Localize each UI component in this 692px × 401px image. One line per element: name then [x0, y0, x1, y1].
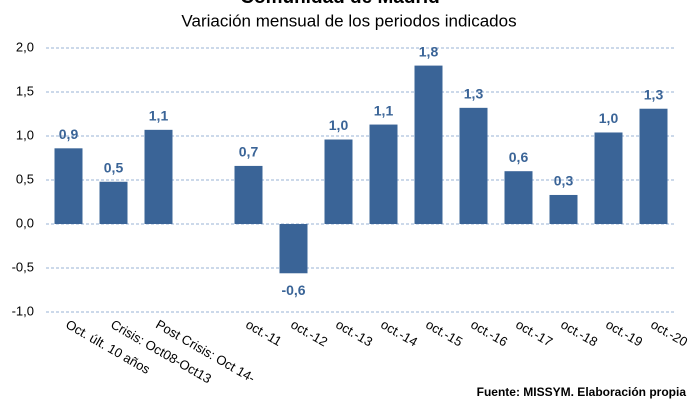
- bar: [234, 165, 263, 224]
- bar: [99, 181, 128, 224]
- bar: [54, 148, 83, 224]
- y-tick-label: 0,0: [16, 215, 34, 230]
- value-label: 0,5: [104, 159, 124, 175]
- value-label: 0,3: [554, 173, 574, 189]
- y-tick-label: 0,5: [16, 171, 34, 186]
- value-label: 1,0: [599, 110, 619, 126]
- value-label: 1,3: [644, 86, 664, 102]
- value-label: 1,8: [419, 43, 439, 59]
- bar: [279, 224, 308, 274]
- bar: [549, 194, 578, 224]
- x-tick-label: oct.-18: [558, 317, 600, 350]
- chart-subtitle: Variación mensual de los periodos indica…: [181, 11, 516, 30]
- y-tick-label: 1,5: [16, 83, 34, 98]
- x-tick-label: oct.-20: [648, 317, 690, 350]
- value-label: 0,9: [59, 126, 79, 142]
- bar: [414, 65, 443, 224]
- x-tick-label: oct.-17: [513, 317, 555, 350]
- x-tick-label: oct.-13: [333, 317, 375, 350]
- value-label: 0,7: [239, 144, 259, 160]
- x-tick-label: oct.-19: [603, 317, 645, 350]
- value-label: 1,3: [464, 86, 484, 102]
- value-label: 1,0: [329, 117, 349, 133]
- value-label: 1,1: [149, 108, 169, 124]
- y-tick-label: -1,0: [12, 303, 34, 318]
- bar: [144, 129, 173, 224]
- bar: [639, 108, 668, 224]
- x-tick-label: oct.-15: [423, 317, 465, 350]
- x-tick-label: oct.-14: [378, 317, 420, 350]
- bar: [324, 139, 353, 224]
- x-tick-label: oct.-11: [243, 317, 284, 349]
- bar: [459, 107, 488, 224]
- bar: [594, 132, 623, 224]
- source-note: Fuente: MISSYM. Elaboración propia: [477, 385, 687, 399]
- y-tick-label: 2,0: [16, 39, 34, 54]
- y-tick-label: -0,5: [12, 259, 34, 274]
- value-label: 0,6: [509, 149, 529, 165]
- value-label: -0,6: [281, 282, 305, 298]
- y-tick-label: 1,0: [16, 127, 34, 142]
- bar: [504, 171, 533, 224]
- x-tick-label: oct.-12: [288, 317, 330, 350]
- x-tick-label: oct.-16: [468, 317, 510, 350]
- bar: [369, 124, 398, 224]
- chart-title: Comunidad de Madrid: [240, 0, 440, 8]
- value-label: 1,1: [374, 102, 394, 118]
